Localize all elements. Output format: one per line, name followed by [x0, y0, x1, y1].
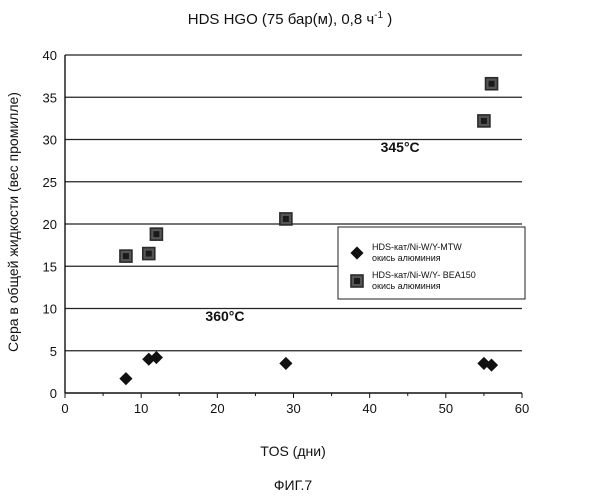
y-tick-label: 20 [43, 217, 57, 232]
y-tick-label: 35 [43, 90, 57, 105]
data-point-square [280, 213, 292, 225]
y-tick-label: 5 [50, 344, 57, 359]
x-tick-label: 50 [439, 401, 453, 416]
data-point-square-inner [489, 81, 495, 87]
temperature-annotation: 345°C [381, 139, 420, 155]
data-point-square-inner [283, 216, 289, 222]
x-axis-label: TOS (дни) [260, 443, 325, 459]
legend-label: HDS-кат/Ni-W/Y-MTW [372, 242, 462, 252]
x-tick-label: 0 [61, 401, 68, 416]
data-point-diamond [120, 373, 132, 385]
data-point-square-inner [146, 251, 152, 257]
y-tick-label: 30 [43, 133, 57, 148]
x-tick-label: 10 [134, 401, 148, 416]
y-tick-label: 0 [50, 386, 57, 401]
legend: HDS-кат/Ni-W/Y-MTWокись алюминияHDS-кат/… [338, 227, 525, 299]
legend-square-marker-inner [354, 278, 360, 284]
legend-label: окись алюминия [372, 253, 441, 263]
y-tick-label: 15 [43, 259, 57, 274]
data-point-square [150, 228, 162, 240]
x-tick-label: 30 [286, 401, 300, 416]
grid [65, 55, 522, 351]
figure-caption: ФИГ.7 [274, 477, 312, 493]
y-axis-label: Сера в общей жидкости (вес промилле) [5, 92, 21, 352]
chart-title: HDS HGO (75 бар(м), 0,8 ч-1 ) [188, 10, 393, 28]
legend-label: HDS-кат/Ni-W/Y- BEA150 [372, 270, 476, 280]
legend-label: окись алюминия [372, 281, 441, 291]
y-tick-label: 10 [43, 302, 57, 317]
legend-square-marker [351, 275, 363, 287]
x-tick-label: 60 [515, 401, 529, 416]
data-point-square-inner [123, 253, 129, 259]
y-tick-label: 25 [43, 175, 57, 190]
temperature-annotation: 360°C [205, 308, 244, 324]
data-point-diamond [280, 357, 292, 369]
data-point-square [478, 115, 490, 127]
y-tick-label: 40 [43, 48, 57, 63]
x-tick-label: 20 [210, 401, 224, 416]
data-point-square [486, 78, 498, 90]
data-point-square [120, 250, 132, 262]
data-point-square [143, 248, 155, 260]
data-point-square-inner [153, 231, 159, 237]
x-tick-label: 40 [362, 401, 376, 416]
data-point-square-inner [481, 118, 487, 124]
